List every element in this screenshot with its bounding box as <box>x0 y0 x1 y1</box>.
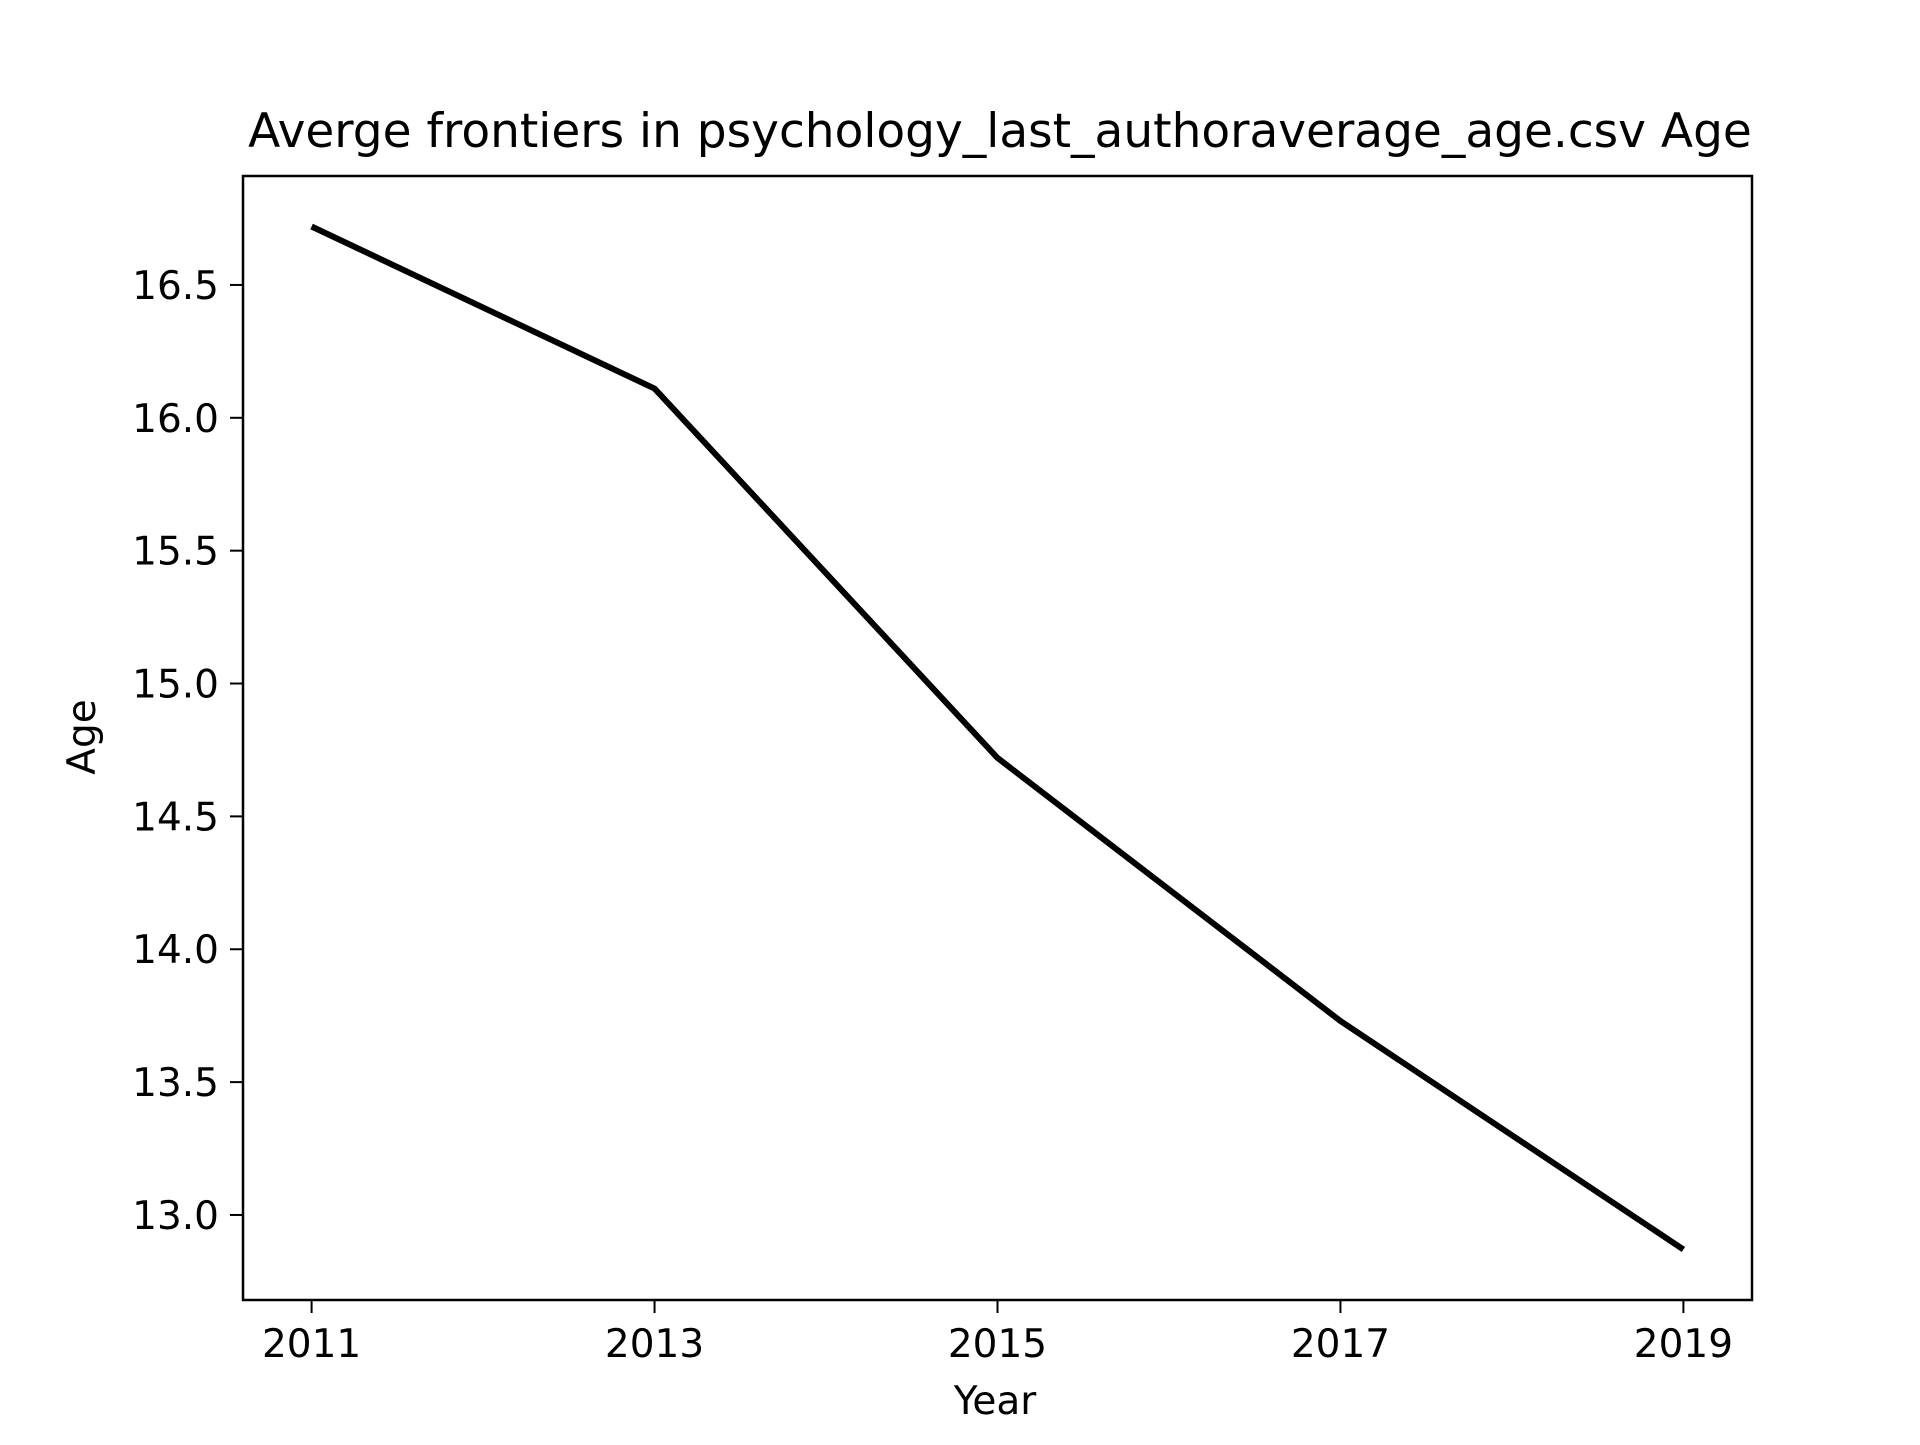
y-tick-label: 13.0 <box>132 1194 219 1239</box>
y-tick-label: 16.5 <box>132 264 219 309</box>
y-tick-label: 14.0 <box>132 928 219 973</box>
x-tick-label: 2013 <box>605 1322 704 1367</box>
x-tick-label: 2017 <box>1291 1322 1390 1367</box>
x-tick-label: 2019 <box>1634 1322 1733 1367</box>
y-axis-title: Age <box>60 699 105 774</box>
series-line-1 <box>310 223 1686 1253</box>
x-tick-label: 2011 <box>262 1322 361 1367</box>
x-axis-title: Year <box>953 1379 1038 1424</box>
chart-title: Averge frontiers in psychology_last_auth… <box>248 104 1752 159</box>
plot-area: 2011 2013 2015 2017 2019 13.0 13.5 14.0 14.5 15.0… <box>132 174 1754 1367</box>
axes-frame <box>241 174 1754 1302</box>
x-tick-label: 2015 <box>948 1322 1047 1367</box>
y-tick-label: 14.5 <box>132 795 219 840</box>
y-tick-label: 13.5 <box>132 1061 219 1106</box>
y-tick-label: 15.5 <box>132 530 219 575</box>
y-tick-label: 15.0 <box>132 663 219 708</box>
y-tick-label: 16.0 <box>132 397 219 442</box>
